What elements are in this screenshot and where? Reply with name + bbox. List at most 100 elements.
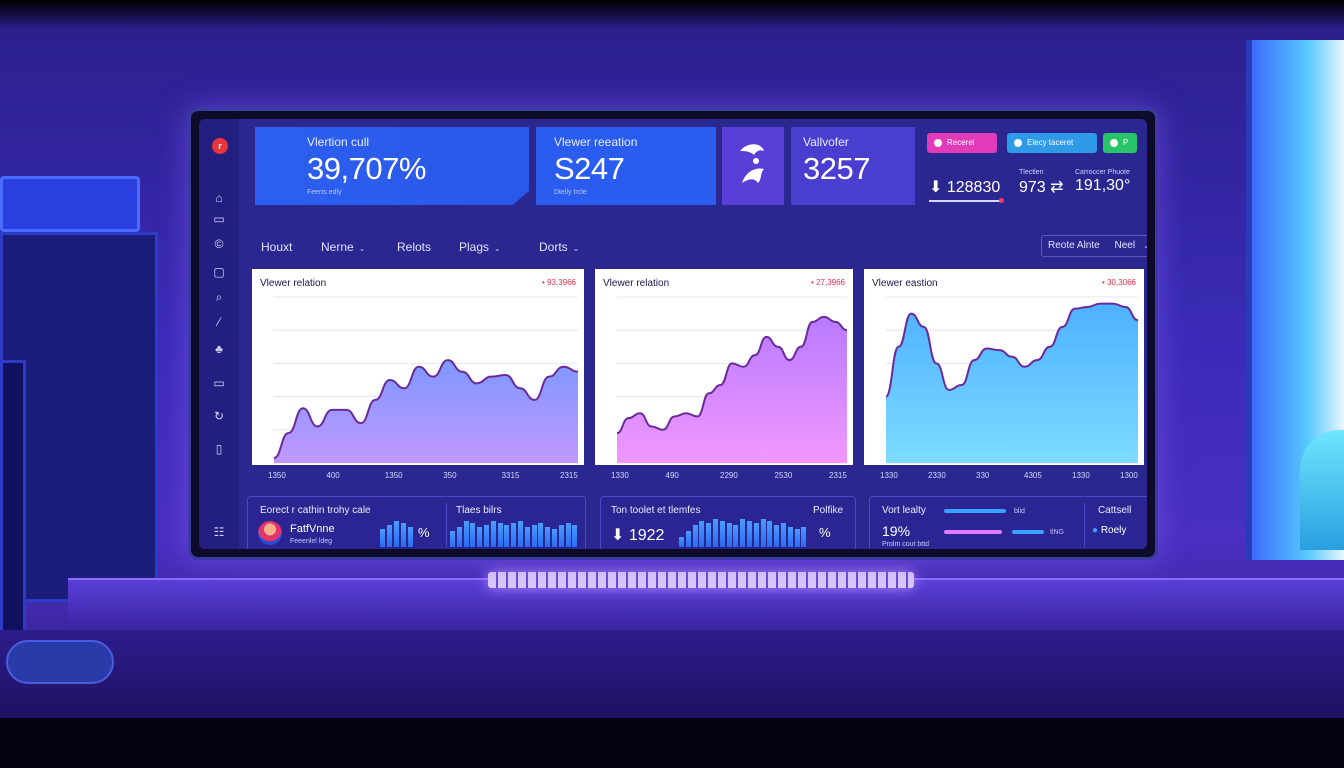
mini-bar [733, 525, 739, 547]
chart-panel-3[interactable]: Vlewer eastion • 30,3066 [864, 269, 1144, 465]
mouse[interactable] [6, 640, 114, 684]
nav-item-reports[interactable]: Relots [397, 240, 431, 254]
search-icon[interactable]: ⌕ [215, 290, 223, 304]
nav-label: Dorts [539, 240, 568, 254]
kpi-card-4[interactable]: Vallvofer 3257 [791, 127, 915, 205]
chart-panel-2[interactable]: Vlewer relation • 27,3966 [595, 269, 853, 465]
nav-label: Plags [459, 240, 490, 254]
kpi-label: Vlewer reeation [554, 135, 638, 149]
x-tick-label: 330 [976, 471, 990, 480]
x-tick-label: 2530 [774, 471, 793, 480]
chart-badge: • 30,3066 [1102, 278, 1136, 287]
bottom-panel-2[interactable]: Ton toolet et tlemfes Polfike ⬇ 1922 % [600, 496, 856, 549]
logo-icon[interactable]: r [212, 138, 228, 154]
nav-item-home[interactable]: Houxt [261, 240, 292, 254]
folder-icon[interactable]: ▭ [213, 212, 225, 226]
monitor: r ⌂ ▭ © ▢ ⌕ ⁄ ♣ ▭ ↻ ▯ ☷ Vlertion cull 39… [188, 108, 1158, 560]
filter-label: Reote Alnte [1048, 240, 1100, 251]
mini-bar [719, 521, 725, 547]
nav-item-docs[interactable]: Dorts ⌄ [539, 240, 579, 254]
stat-caption-3: Carroccer Phuote [1075, 169, 1130, 176]
home-icon[interactable]: ⌂ [215, 191, 223, 205]
mini-bar [565, 523, 571, 547]
x-tick-label: 1330 [611, 471, 629, 480]
area-chart-1 [273, 296, 579, 464]
kpi-card-2[interactable]: Vlewer reeation S247 Dtelly trcle [536, 127, 716, 205]
x-tick-label: 1350 [384, 471, 403, 480]
kpi-card-3[interactable] [722, 127, 784, 205]
mini-bar [401, 523, 406, 547]
mini-bar [450, 531, 455, 547]
mini-bar [679, 537, 684, 547]
kpi-value: 3257 [803, 151, 870, 186]
x-tick-label: 490 [665, 471, 679, 480]
mini-bar [726, 523, 732, 547]
mini-bar [490, 521, 496, 547]
mini-bar [552, 529, 557, 547]
chat-icon[interactable]: ▢ [213, 265, 225, 279]
kpi-label: Vallvofer [803, 135, 849, 149]
stat-underline [929, 200, 1001, 202]
user-name: FatfVnne [290, 523, 335, 535]
x-tick-label: 1300 [1120, 471, 1138, 480]
mini-bar [518, 521, 523, 547]
refresh-icon[interactable]: ↻ [213, 409, 225, 423]
nav-item-plans[interactable]: Plags ⌄ [459, 240, 501, 254]
mini-bar [545, 527, 551, 547]
users-icon[interactable]: ♣ [215, 342, 223, 356]
chevron-down-icon: ⌄ [494, 244, 501, 253]
settings-icon[interactable]: ☷ [213, 525, 225, 539]
x-tick-label: 350 [443, 471, 457, 480]
series-area [886, 303, 1138, 463]
side-value: Roely [1100, 525, 1127, 536]
x-tick-label: 1330 [1072, 471, 1090, 480]
chart-title: Vlewer relation [260, 278, 327, 289]
x-tick-label: 2290 [720, 471, 738, 480]
status-label: P [1123, 138, 1129, 147]
chart-panel-1[interactable]: Vlewer relation • 93,3966 [252, 269, 584, 465]
mini-bar [781, 523, 786, 547]
nav-label: Nerne [321, 240, 354, 254]
series-line [616, 315, 848, 435]
percent-sign: % [418, 525, 430, 540]
mini-bar [394, 521, 399, 547]
window-icon[interactable]: ▭ [213, 376, 225, 390]
panel-side-title: Cattsell [1098, 505, 1132, 516]
top-shadow [0, 0, 1344, 30]
copyright-icon[interactable]: © [214, 237, 224, 251]
avatar [258, 521, 282, 545]
panel-title: Eorect r cathin trohy cale [260, 505, 371, 516]
progress-line [944, 530, 1002, 534]
bottom-panel-3[interactable]: Vort lealty blid 19% Prolm cout bttd tlN… [869, 496, 1147, 549]
tag-1: blid [1014, 508, 1025, 515]
mini-bar [706, 523, 712, 547]
record-label: Recerel [947, 138, 975, 147]
user-sub: Feeenlel ldeg [290, 538, 333, 545]
pen-icon[interactable]: ⁄ [217, 315, 220, 329]
mini-bar [387, 525, 392, 547]
filter-value: Neel [1114, 240, 1136, 251]
left-shelf [0, 176, 140, 232]
stat-value-3: 191,30° [1075, 177, 1131, 194]
filter-dropdown[interactable]: Reote Alnte Neel ⌄ [1041, 235, 1147, 257]
status-button[interactable]: P [1103, 133, 1137, 153]
panel-side-title: Tlaes bilrs [456, 505, 502, 516]
mini-bar [497, 523, 503, 547]
mini-bar [767, 521, 773, 547]
keyboard[interactable] [488, 572, 914, 588]
x-tick-label: 1350 [268, 471, 286, 480]
progress-line [944, 509, 1006, 513]
panel-title: Vort lealty [882, 505, 926, 516]
series-area [617, 316, 847, 463]
tracker-button[interactable]: Elecy taceret [1007, 133, 1097, 153]
trash-icon[interactable]: ▯ [215, 442, 223, 456]
nav-item-name[interactable]: Nerne ⌄ [321, 240, 365, 254]
globe-icon: ● [1092, 525, 1099, 536]
kpi-card-1[interactable]: Vlertion cull 39,707% Feerts edly [255, 127, 529, 205]
bottom-panel-1[interactable]: Eorect r cathin trohy cale FatfVnne Feee… [247, 496, 586, 549]
mini-bar [470, 523, 476, 547]
record-button[interactable]: Recerel [927, 133, 997, 153]
dashboard-screen: r ⌂ ▭ © ▢ ⌕ ⁄ ♣ ▭ ↻ ▯ ☷ Vlertion cull 39… [199, 119, 1147, 549]
chevron-down-icon: ⌄ [572, 244, 580, 253]
